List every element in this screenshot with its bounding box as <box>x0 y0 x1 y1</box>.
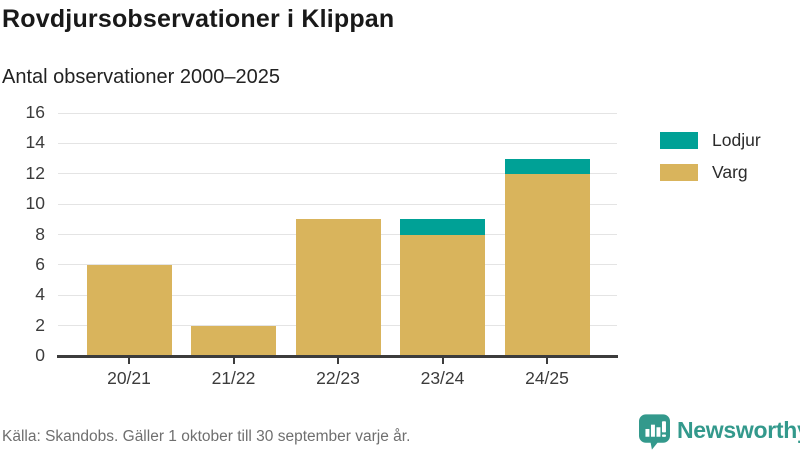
y-tick-label-2: 2 <box>35 314 45 335</box>
x-tick-22-23 <box>337 358 339 364</box>
newsworthy-logo: Newsworthy <box>639 414 800 450</box>
chart-title: Rovdjursobservationer i Klippan <box>2 5 395 33</box>
source-note: Källa: Skandobs. Gäller 1 oktober till 3… <box>2 428 411 445</box>
legend-item-lodjur: Lodjur <box>660 130 761 151</box>
legend-label-lodjur: Lodjur <box>712 130 761 150</box>
x-tick-label-24-25: 24/25 <box>525 368 569 388</box>
y-tick-label-12: 12 <box>25 162 45 183</box>
bar-segment-varg-21-22 <box>191 325 276 356</box>
newsworthy-wordmark: Newsworthy <box>677 417 800 443</box>
x-tick-label-21-22: 21/22 <box>211 368 256 388</box>
x-tick-23-24 <box>441 358 444 364</box>
y-tick-label-6: 6 <box>35 253 45 274</box>
legend-item-varg: Varg <box>660 162 761 183</box>
gridline-y14 <box>58 142 617 144</box>
bar-segment-varg-23-24 <box>400 234 485 356</box>
y-tick-label-4: 4 <box>35 284 45 305</box>
x-tick-21-22 <box>232 358 235 364</box>
legend-swatch-varg <box>660 164 698 181</box>
y-tick-label-14: 14 <box>25 132 45 153</box>
x-tick-24-25 <box>546 358 548 364</box>
gridline-y10 <box>58 203 617 205</box>
bar-segment-varg-22-23 <box>295 219 381 356</box>
bar-segment-varg-20-21 <box>86 264 172 356</box>
gridline-y12 <box>58 173 617 175</box>
y-tick-label-0: 0 <box>35 345 45 366</box>
legend-swatch-lodjur <box>660 132 698 149</box>
x-axis-line <box>57 355 618 358</box>
newsworthy-icon <box>639 414 670 450</box>
x-tick-label-23-24: 23/24 <box>420 368 465 388</box>
x-axis: 20/21 21/22 22/23 23/24 24/25 <box>58 358 617 398</box>
x-tick-label-20-21: 20/21 <box>107 368 151 388</box>
y-tick-label-10: 10 <box>25 193 45 214</box>
y-tick-label-8: 8 <box>35 223 45 244</box>
x-tick-label-22-23: 22/23 <box>316 368 360 388</box>
x-tick-20-21 <box>128 358 130 364</box>
legend: Lodjur Varg <box>660 130 761 183</box>
legend-label-varg: Varg <box>712 162 748 182</box>
chart-subtitle: Antal observationer 2000–2025 <box>2 66 280 88</box>
y-tick-label-16: 16 <box>25 102 45 123</box>
plot-area <box>58 112 617 356</box>
gridline-y16 <box>58 112 617 114</box>
y-axis-labels: 0 2 4 6 8 10 12 14 16 <box>0 102 45 365</box>
bar-segment-lodjur-24-25 <box>504 158 590 174</box>
bar-segment-varg-24-25 <box>504 173 590 356</box>
bar-segment-lodjur-23-24 <box>400 219 485 235</box>
